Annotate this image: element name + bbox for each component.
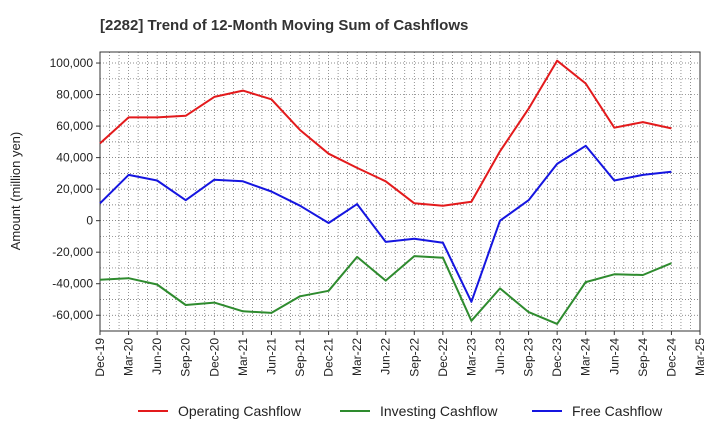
- legend-label: Investing Cashflow: [380, 403, 498, 419]
- x-tick-label: Sep-20: [179, 338, 193, 377]
- series-line: [99, 255, 672, 325]
- series-line: [99, 59, 672, 207]
- y-tick-label: 0: [86, 214, 93, 228]
- legend: Operating Cashflow Investing Cashflow Free…: [138, 403, 663, 419]
- x-tick-label: Dec-21: [322, 338, 336, 377]
- x-tick-label: Sep-23: [522, 338, 536, 377]
- x-tick-label: Mar-22: [350, 338, 364, 376]
- x-tick-label: Mar-20: [122, 338, 136, 376]
- y-tick-label: -60,000: [52, 308, 93, 322]
- legend-label: Operating Cashflow: [178, 403, 302, 419]
- x-tick-label: Mar-24: [579, 338, 593, 376]
- y-axis-label: Amount (million yen): [8, 132, 23, 251]
- x-tick-label: Dec-24: [664, 338, 678, 377]
- x-tick-label: Jun-23: [493, 338, 507, 375]
- x-tick-label: Jun-20: [150, 338, 164, 375]
- x-tick-label: Dec-20: [207, 338, 221, 377]
- y-tick-label: 60,000: [56, 119, 93, 133]
- x-tick-label: Sep-24: [636, 338, 650, 377]
- legend-label: Free Cashflow: [572, 403, 663, 419]
- x-tick-label: Jun-21: [264, 338, 278, 375]
- series-lines: [99, 59, 672, 325]
- y-tick-label: -20,000: [52, 245, 93, 259]
- plot-frame: [99, 51, 701, 332]
- x-tick-label: Jun-22: [379, 338, 393, 375]
- x-tick-label: Dec-22: [436, 338, 450, 377]
- x-tick-label: Sep-22: [407, 338, 421, 377]
- y-tick-label: 100,000: [50, 56, 94, 70]
- x-tick-label: Dec-19: [93, 338, 107, 377]
- y-tick-label: -40,000: [52, 277, 93, 291]
- x-tick-label: Mar-23: [464, 338, 478, 376]
- x-tick-label: Mar-21: [236, 338, 250, 376]
- axes: -60,000 -40,000 -20,000 0 20,000 40,000 60,000…: [50, 51, 707, 377]
- x-tick-label: Dec-23: [550, 338, 564, 377]
- x-tick-label: Mar-25: [693, 338, 707, 376]
- chart-title: [2282] Trend of 12-Month Moving Sum of C…: [100, 17, 468, 34]
- y-tick-label: 80,000: [56, 88, 93, 102]
- y-tick-label: 40,000: [56, 151, 93, 165]
- x-tick-label: Sep-21: [293, 338, 307, 377]
- y-tick-label: 20,000: [56, 182, 93, 196]
- x-tick-label: Jun-24: [607, 338, 621, 375]
- series-line: [99, 144, 672, 303]
